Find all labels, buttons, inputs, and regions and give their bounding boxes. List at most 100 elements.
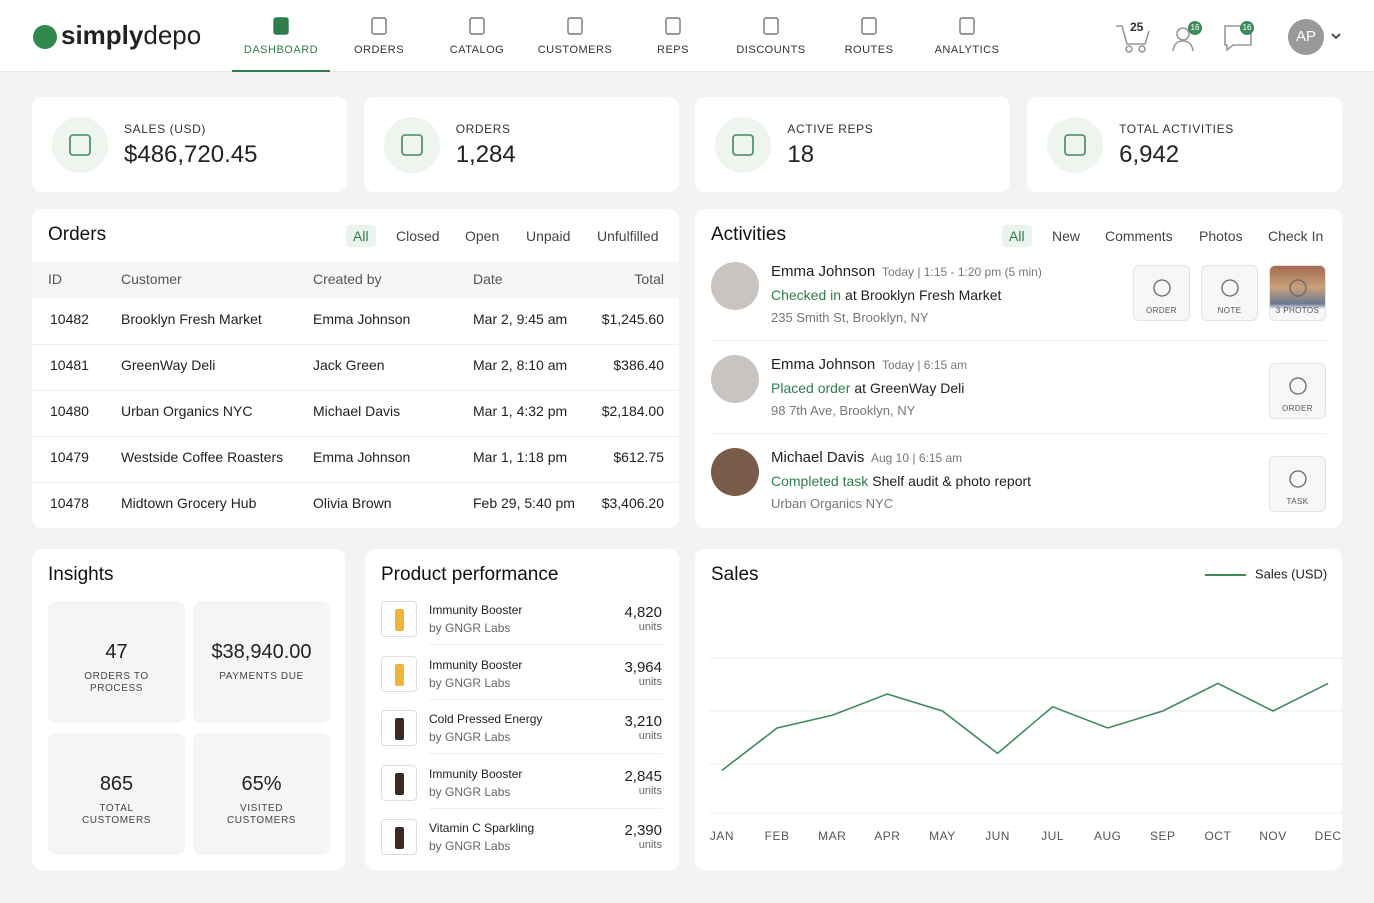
product-thumb: [381, 764, 417, 801]
table-cell: Mar 2, 9:45 am: [473, 311, 568, 327]
activity-action: Completed task: [771, 473, 869, 489]
table-cell: Feb 29, 5:40 pm: [473, 495, 575, 511]
nav-icon: [665, 17, 681, 35]
product-unit: units: [638, 784, 662, 797]
product-name: Cold Pressed Energy: [429, 712, 543, 727]
attachment-label: ORDER: [1282, 404, 1313, 413]
filter-tab[interactable]: All: [1002, 225, 1032, 247]
attachment-label: NOTE: [1217, 306, 1242, 315]
attachment-label: ORDER: [1146, 306, 1177, 315]
stat-card: ACTIVE REPS 18: [695, 97, 1011, 192]
chart-title: Sales: [711, 564, 759, 585]
filter-tab[interactable]: Check In: [1268, 228, 1324, 244]
filter-tab[interactable]: Open: [465, 228, 500, 244]
insight-tile: 865 TOTAL CUSTOMERS: [48, 733, 185, 855]
x-tick-label: SEP: [1150, 829, 1176, 843]
avatar: [711, 448, 759, 496]
attachment[interactable]: ORDER: [1269, 363, 1326, 419]
insight-value: $38,940.00: [211, 641, 312, 663]
nav-icon: [763, 17, 779, 35]
insight-value: 65%: [241, 773, 282, 795]
table-cell: $2,184.00: [601, 403, 664, 419]
nav-icon: [273, 17, 289, 35]
insight-value: 47: [105, 641, 128, 663]
activity-name: Emma Johnson: [771, 356, 876, 373]
nav-item[interactable]: CATALOG: [428, 0, 526, 72]
nav-label: ORDERS: [353, 44, 405, 56]
row-divider: [32, 390, 679, 391]
header: simplydepo DASHBOARD ORDERS CATALOG CUSTOME…: [0, 0, 1374, 72]
x-tick-label: JAN: [710, 829, 734, 843]
avatar: [711, 355, 759, 403]
activities-card: Activities All New Comments Photos Check In E…: [695, 209, 1342, 528]
table-header: [32, 262, 679, 298]
filter-tab[interactable]: Unpaid: [526, 228, 571, 244]
logo[interactable]: simplydepo: [61, 20, 201, 51]
table-cell: Midtown Grocery Hub: [121, 495, 257, 511]
attachment[interactable]: NOTE: [1201, 265, 1258, 321]
table-cell: 10479: [50, 449, 89, 465]
logo-bold: simply: [61, 20, 144, 50]
table-cell: Michael Davis: [313, 403, 401, 419]
nav-icon: [371, 17, 387, 35]
row-divider: [32, 482, 679, 483]
attachment[interactable]: 3 PHOTOS: [1269, 265, 1326, 321]
activity-place: Urban Organics NYC: [771, 496, 894, 511]
nav-item[interactable]: ROUTES: [820, 0, 918, 72]
x-tick-label: FEB: [765, 829, 790, 843]
product-name: Vitamin C Sparkling: [429, 821, 535, 836]
nav-item[interactable]: DASHBOARD: [232, 0, 330, 72]
filter-tab[interactable]: Closed: [396, 228, 440, 244]
card-title: Activities: [711, 224, 786, 245]
avatar[interactable]: AP: [1295, 28, 1316, 45]
insight-label: VISITED CUSTOMERS: [226, 803, 297, 826]
activity-time: Today | 6:15 am: [882, 358, 968, 372]
stat-icon: [1047, 117, 1104, 173]
filter-tab[interactable]: Comments: [1105, 228, 1173, 244]
card-title: Product performance: [381, 564, 559, 585]
nav-item[interactable]: DISCOUNTS: [722, 0, 820, 72]
nav-item[interactable]: CUSTOMERS: [526, 0, 624, 72]
table-cell: Westside Coffee Roasters: [121, 449, 284, 465]
product-divider: [429, 807, 663, 809]
activity-detail: at Brooklyn Fresh Market: [845, 287, 1002, 303]
activity-name: Michael Davis: [771, 449, 865, 466]
product-name: Immunity Booster: [429, 603, 523, 617]
table-cell: $1,245.60: [601, 311, 664, 327]
nav-label: ANALYTICS: [934, 44, 1000, 56]
filter-tab[interactable]: New: [1052, 228, 1081, 244]
table-cell: $3,406.20: [601, 495, 664, 511]
insight-label: PAYMENTS DUE: [219, 671, 304, 682]
nav-item[interactable]: ANALYTICS: [918, 0, 1016, 72]
column-header: ID: [48, 271, 62, 287]
table-cell: 10478: [50, 495, 89, 511]
nav-label: CATALOG: [449, 44, 505, 56]
stat-value: 1,284: [455, 141, 516, 168]
filter-tab[interactable]: All: [346, 225, 376, 247]
product-name: Immunity Booster: [429, 766, 523, 781]
x-tick-label: MAR: [818, 829, 846, 843]
table-cell: Emma Johnson: [313, 311, 411, 327]
messages-badge: 16: [1240, 21, 1254, 35]
product-divider: [429, 698, 663, 700]
product-name: Immunity Booster: [429, 657, 523, 672]
product-divider: [429, 644, 663, 645]
nav-icon: [469, 17, 485, 35]
product-divider: [429, 753, 663, 755]
attachment[interactable]: TASK: [1269, 456, 1326, 512]
insight-tile: 47 ORDERS TO PROCESS: [48, 601, 185, 723]
activity-divider: [711, 340, 1326, 341]
stat-icon: [383, 117, 440, 173]
filter-tab[interactable]: Unfulfilled: [597, 228, 659, 244]
nav-item[interactable]: ORDERS: [330, 0, 428, 72]
filter-tab[interactable]: Photos: [1199, 228, 1243, 244]
product-thumb: [381, 819, 417, 856]
column-header: Created by: [313, 271, 382, 287]
chart: Sales JAN FEB MAR APR MAY JUN JUL AUG SEP OCT NOV D…: [709, 564, 1342, 843]
attachment[interactable]: ORDER: [1133, 265, 1190, 321]
nav-label: DISCOUNTS: [736, 44, 806, 56]
product-unit: units: [638, 839, 662, 852]
activity-line: Placed order at GreenWay Deli: [771, 380, 964, 396]
nav-item[interactable]: REPS: [624, 0, 722, 72]
